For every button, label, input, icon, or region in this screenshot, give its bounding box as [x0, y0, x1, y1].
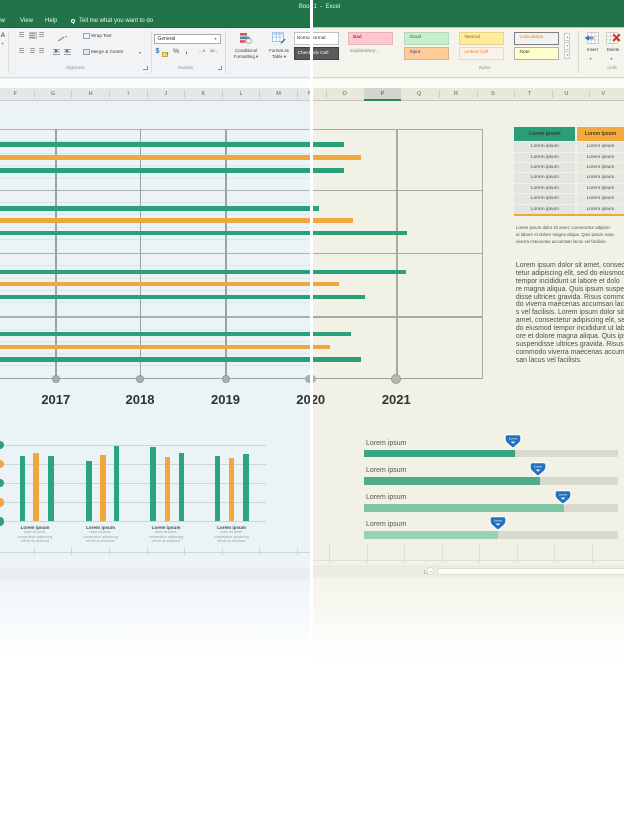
svg-text:Lorem: Lorem: [534, 465, 543, 469]
svg-text:Lorem: Lorem: [493, 519, 502, 523]
svg-text:Lorem: Lorem: [559, 492, 568, 496]
svg-text:Lorem: Lorem: [509, 437, 518, 441]
